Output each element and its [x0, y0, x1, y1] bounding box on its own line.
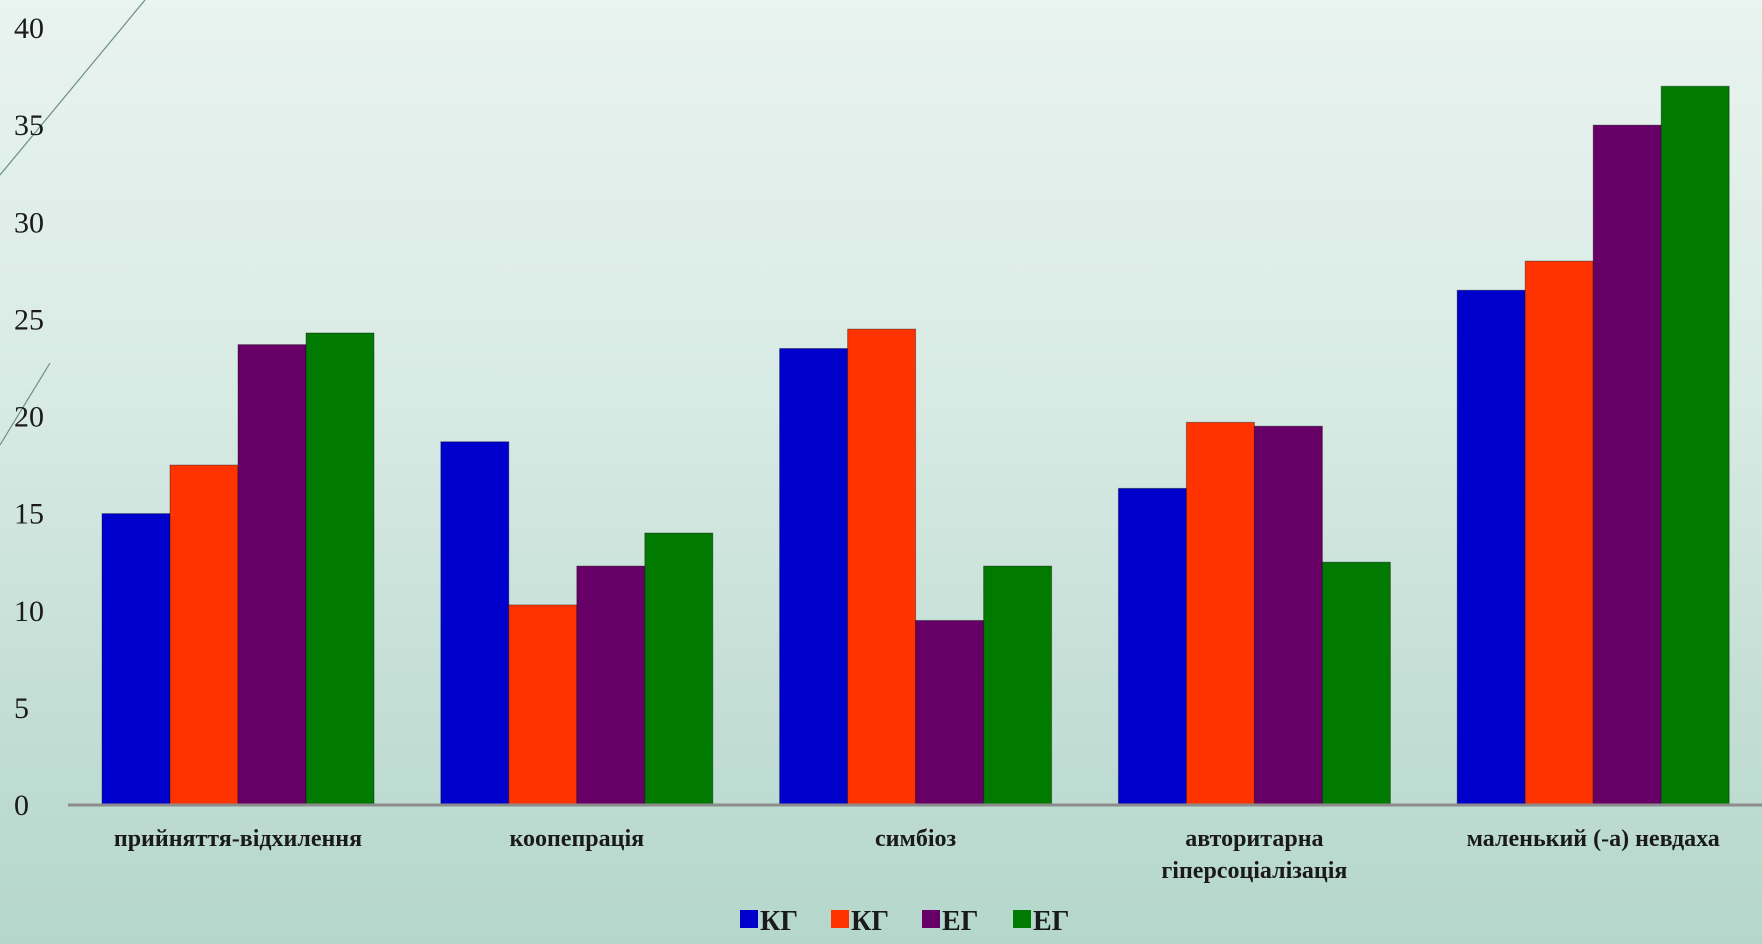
- bar: [1253, 425, 1323, 806]
- bar: [847, 328, 917, 806]
- bar: [1185, 421, 1255, 806]
- legend-swatch: [922, 910, 940, 928]
- legend-label: ЕГ: [1033, 906, 1070, 937]
- bars: [101, 85, 1730, 806]
- y-tick-label: 0: [14, 789, 29, 822]
- bar: [440, 441, 510, 806]
- bar: [1524, 260, 1594, 806]
- y-tick-label: 10: [14, 595, 44, 628]
- bar: [508, 604, 578, 806]
- legend-label: КГ: [851, 906, 889, 937]
- x-tick-label: авторитарна: [1185, 826, 1323, 852]
- x-tick-label: маленький (-а) невдаха: [1467, 826, 1720, 852]
- bar: [915, 619, 985, 806]
- decorative-line-top: [0, 0, 146, 176]
- bar: [576, 565, 646, 806]
- legend-swatch: [831, 910, 849, 928]
- y-tick-label: 15: [14, 498, 44, 531]
- category-labels: прийняття-відхилення коопепрація симбіоз ав…: [114, 826, 1720, 884]
- y-axis: 0 5 10 15 20 25 30 35 40: [14, 12, 44, 822]
- bar: [1660, 85, 1730, 806]
- bar: [644, 532, 714, 806]
- y-tick-label: 35: [14, 109, 44, 142]
- legend-label: КГ: [760, 906, 798, 937]
- legend-label: ЕГ: [942, 906, 979, 937]
- y-tick-label: 5: [14, 692, 29, 725]
- y-tick-label: 20: [14, 401, 44, 434]
- decorative-line-mid: [0, 362, 51, 446]
- x-tick-label: коопепрація: [509, 826, 644, 852]
- bar: [169, 464, 239, 806]
- bar: [779, 348, 849, 806]
- bar: [101, 513, 171, 806]
- bar: [1456, 289, 1526, 806]
- bar: [1117, 487, 1187, 806]
- y-tick-label: 30: [14, 206, 44, 239]
- x-tick-label: симбіоз: [875, 826, 956, 852]
- x-tick-label: гіперсоціалізація: [1161, 858, 1347, 884]
- legend-swatch: [740, 910, 758, 928]
- legend-swatch: [1013, 910, 1031, 928]
- x-tick-label: прийняття-відхилення: [114, 826, 362, 852]
- bar: [1321, 561, 1391, 806]
- y-tick-label: 25: [14, 303, 44, 336]
- legend: КГ КГ ЕГ ЕГ: [740, 906, 1070, 937]
- bar: [237, 344, 307, 806]
- bar: [983, 565, 1053, 806]
- bar: [305, 332, 375, 806]
- y-tick-label: 40: [14, 12, 44, 45]
- bar: [1592, 124, 1662, 806]
